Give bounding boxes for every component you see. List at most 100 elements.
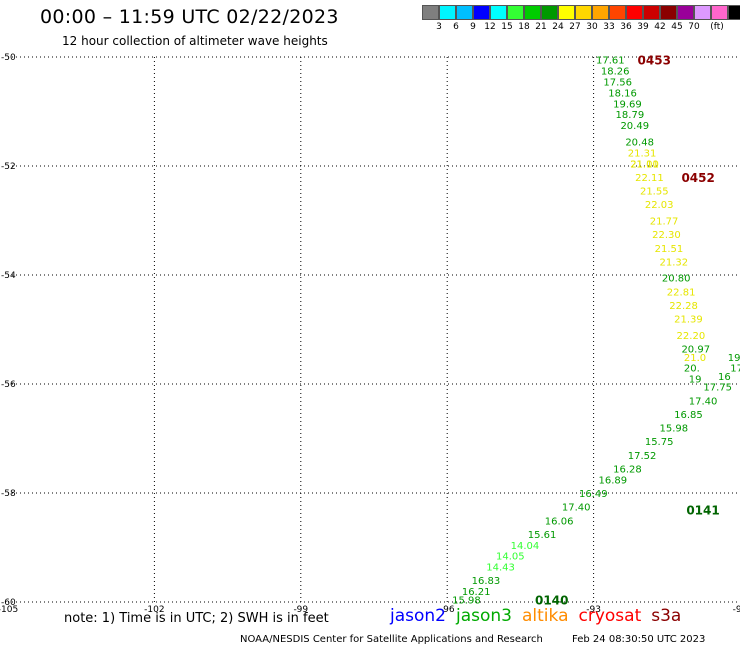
wave-height-label: 21.10 <box>630 159 659 170</box>
colorbar-swatch <box>643 5 660 20</box>
wave-height-label: 21.32 <box>659 257 688 268</box>
wave-height-label: 17.56 <box>603 78 632 89</box>
wave-height-label: 21.0 <box>684 353 706 364</box>
wave-height-label: 20.48 <box>625 137 654 148</box>
colorbar-swatch <box>660 5 677 20</box>
satellite-legend-jason2: jason2 <box>390 606 446 626</box>
colorbar-tick-label: 24 <box>552 22 564 32</box>
colorbar-swatch <box>490 5 507 20</box>
x-tick-label: -105 <box>0 605 18 615</box>
colorbar-tick-label: 39 <box>637 22 649 32</box>
wave-height-label: 21.39 <box>674 315 703 326</box>
satellite-legend: jason2 jason3 altika cryosat s3a <box>390 606 691 626</box>
page-subtitle: 12 hour collection of altimeter wave hei… <box>62 34 328 48</box>
colorbar-tick-label: 12 <box>484 22 496 32</box>
wave-height-label: 20.97 <box>681 345 710 356</box>
wave-height-label: 16.89 <box>598 475 627 486</box>
wave-height-label: 21.51 <box>655 244 684 255</box>
colorbar-swatch <box>473 5 490 20</box>
wave-height-label: 16.06 <box>545 516 574 527</box>
y-tick-label: -50 <box>1 53 16 63</box>
colorbar-tick-label: 21 <box>535 22 547 32</box>
x-tick-label: -102 <box>144 605 164 615</box>
wave-height-label: 20. <box>684 364 700 375</box>
wave-height-label: 17.40 <box>689 396 718 407</box>
colorbar-tick-label: 30 <box>586 22 598 32</box>
colorbar-tick-label: 18 <box>518 22 530 32</box>
colorbar-unit: (ft) <box>710 22 724 32</box>
y-tick-label: -56 <box>1 380 16 390</box>
colorbar-tick-label: 6 <box>453 22 459 32</box>
wave-height-label: 18.26 <box>601 67 630 78</box>
wave-height-label: 15.61 <box>528 530 557 541</box>
wave-height-label: 22.81 <box>667 287 696 298</box>
colorbar-swatch <box>456 5 473 20</box>
wave-height-label: 19.69 <box>613 99 642 110</box>
wave-height-label: 14.43 <box>486 563 515 574</box>
colorbar-tick-label: 3 <box>436 22 442 32</box>
colorbar-swatch <box>694 5 711 20</box>
pass-time-label: 0141 <box>686 503 719 517</box>
wave-height-label: 22.28 <box>669 301 698 312</box>
pass-time-label: 0452 <box>681 171 714 185</box>
colorbar-tick-label: 27 <box>569 22 581 32</box>
wave-height-label: 14.04 <box>511 541 540 552</box>
wave-height-label: 18.79 <box>616 110 645 121</box>
wave-height-label: 17.52 <box>628 451 657 462</box>
colorbar-tick-label: 42 <box>654 22 666 32</box>
colorbar-swatch <box>609 5 626 20</box>
footer-timestamp: Feb 24 08:30:50 UTC 2023 <box>572 634 706 645</box>
wave-height-label: 18.16 <box>608 88 637 99</box>
colorbar-tick-label: 45 <box>671 22 683 32</box>
colorbar-swatch <box>541 5 558 20</box>
wave-height-label: 16.83 <box>472 576 501 587</box>
wave-height-label: 22.11 <box>635 173 664 184</box>
colorbar-swatch <box>558 5 575 20</box>
colorbar-tick-label: 33 <box>603 22 615 32</box>
wave-height-label: 17.61 <box>596 56 625 67</box>
wave-height-label: 15.98 <box>659 424 688 435</box>
satellite-legend-s3a: s3a <box>651 606 682 626</box>
colorbar-swatch <box>439 5 456 20</box>
y-tick-label: -54 <box>1 271 16 281</box>
wave-height-label: 15.98 <box>452 595 481 606</box>
colorbar-swatch <box>575 5 592 20</box>
footer-credit-line: NOAA/NESDIS Center for Satellite Applica… <box>240 634 731 645</box>
colorbar-swatch <box>592 5 609 20</box>
wave-height-label: 22.30 <box>652 230 681 241</box>
wave-height-label: 16.28 <box>613 464 642 475</box>
pass-time-label: 0453 <box>638 54 671 68</box>
wave-height-label: 16.21 <box>462 587 491 598</box>
wave-height-colorbar <box>422 5 740 20</box>
colorbar-tick-label: 36 <box>620 22 632 32</box>
y-tick-label: -60 <box>1 598 16 608</box>
wave-height-label: 20.80 <box>662 274 691 285</box>
wave-height-label: 22.20 <box>677 331 706 342</box>
colorbar-swatch <box>728 5 740 20</box>
colorbar-tick-label: 15 <box>501 22 513 32</box>
wave-height-label: 16 <box>718 372 731 383</box>
x-tick-label: -93 <box>586 605 601 615</box>
wave-height-label: 21.01 <box>630 159 659 170</box>
wave-height-label: 17 <box>730 364 740 375</box>
colorbar-tick-label: 70 <box>688 22 700 32</box>
wave-height-label: 19 <box>728 353 740 364</box>
wave-height-label: 17.75 <box>703 383 732 394</box>
colorbar-tick-label: 9 <box>470 22 476 32</box>
x-tick-label: -99 <box>293 605 308 615</box>
footer-note: note: 1) Time is in UTC; 2) SWH is in fe… <box>64 611 329 626</box>
colorbar-swatch <box>711 5 728 20</box>
y-tick-label: -52 <box>1 162 16 172</box>
wave-height-label: 22.03 <box>645 200 674 211</box>
satellite-legend-jason3: jason3 <box>456 606 512 626</box>
wave-height-label: 15.75 <box>645 437 674 448</box>
wave-height-label: 21.77 <box>650 217 679 228</box>
x-tick-label: -90 <box>733 605 740 615</box>
wave-height-label: 21.55 <box>640 187 669 198</box>
wave-height-label: 19 <box>689 375 702 386</box>
wave-height-label: 20.49 <box>620 121 649 132</box>
wave-height-label: 16.85 <box>674 410 703 421</box>
colorbar-swatch <box>626 5 643 20</box>
